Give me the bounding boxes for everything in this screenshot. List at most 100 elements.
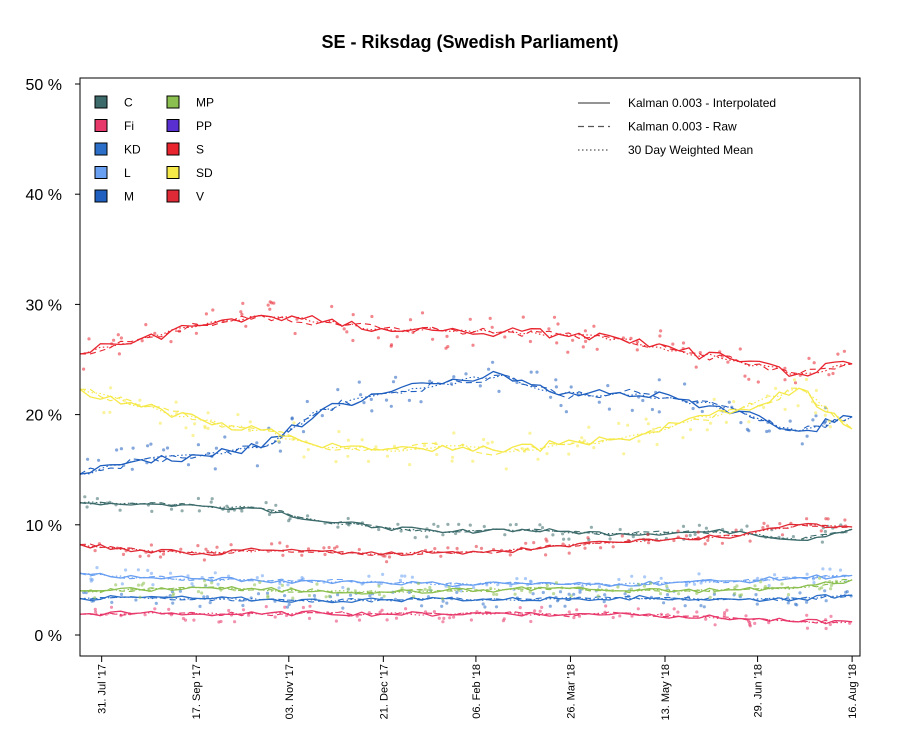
poll-point [109, 386, 113, 390]
poll-point [474, 544, 478, 549]
poll-point [479, 546, 484, 551]
poll-point [380, 608, 384, 612]
poll-point [529, 619, 533, 624]
poll-point [255, 441, 259, 445]
poll-point [312, 594, 317, 598]
poll-point [536, 457, 540, 461]
poll-point [264, 605, 268, 609]
poll-point [266, 303, 270, 307]
poll-point [389, 344, 393, 348]
poll-point [824, 599, 828, 603]
poll-point [396, 522, 400, 526]
poll-point [346, 516, 350, 521]
poll-point [93, 549, 97, 553]
poll-point [756, 380, 760, 384]
poll-point [554, 581, 559, 585]
series-fi [79, 604, 853, 631]
poll-point [241, 603, 245, 608]
poll-point [420, 604, 424, 608]
poll-point [446, 345, 450, 349]
poll-point [569, 594, 573, 598]
poll-point [285, 605, 290, 609]
poll-point [334, 619, 338, 623]
poll-point [804, 377, 809, 382]
legend-label-s: S [196, 143, 204, 157]
poll-point [826, 517, 830, 521]
poll-point [202, 558, 206, 562]
poll-point [412, 594, 416, 599]
poll-point [744, 614, 748, 618]
poll-point [562, 537, 566, 541]
poll-point [630, 408, 634, 412]
poll-point [689, 428, 693, 432]
poll-point [554, 378, 558, 382]
series-mp [79, 576, 853, 601]
poll-point [504, 467, 508, 471]
poll-point [146, 568, 150, 573]
legend-label-l: L [124, 166, 131, 180]
poll-point [171, 594, 175, 598]
y-tick-label: 20 % [26, 408, 62, 425]
poll-point [720, 541, 725, 545]
poll-point [836, 352, 840, 356]
poll-point [535, 370, 539, 374]
poll-point [572, 592, 576, 596]
poll-point [823, 589, 827, 593]
poll-point [754, 593, 758, 597]
poll-point [240, 509, 244, 513]
poll-point [357, 547, 361, 552]
poll-point [827, 419, 832, 423]
poll-point [198, 604, 202, 609]
poll-point [346, 587, 350, 591]
poll-point [109, 605, 114, 609]
legend-swatch-kd [94, 142, 108, 156]
poll-point [617, 577, 621, 582]
poll-point [292, 421, 296, 425]
poll-point [599, 546, 603, 550]
poll-point [165, 446, 170, 450]
poll-point [441, 533, 445, 537]
poll-point [608, 537, 612, 541]
poll-point [149, 543, 153, 547]
poll-point [842, 349, 847, 353]
poll-point [513, 592, 517, 596]
poll-point [676, 529, 680, 533]
poll-point [552, 592, 556, 596]
poll-point [407, 590, 411, 595]
poll-point [419, 400, 423, 404]
poll-point [322, 546, 326, 550]
poll-point [492, 592, 496, 596]
poll-point [647, 541, 651, 545]
poll-point [617, 421, 621, 425]
poll-point [138, 398, 142, 402]
poll-point [563, 604, 567, 608]
poll-point [765, 394, 770, 398]
poll-point [796, 404, 800, 408]
poll-point [518, 606, 522, 610]
chart-title: SE - Riksdag (Swedish Parliament) [321, 32, 618, 52]
poll-point [191, 433, 195, 438]
poll-point [564, 410, 569, 414]
poll-point [196, 590, 201, 594]
series-s-interpolated-line [79, 314, 853, 378]
poll-point [464, 372, 468, 376]
poll-point [400, 574, 404, 578]
poll-point [636, 607, 640, 611]
x-tick-label: 16. Aug '18 [847, 664, 859, 719]
series-v-raw-line [79, 524, 853, 556]
series-mp-raw-line [79, 578, 853, 594]
poll-point [211, 308, 215, 312]
poll-point [416, 581, 421, 586]
poll-point [637, 582, 641, 586]
poll-point [151, 583, 155, 587]
poll-point [149, 571, 154, 576]
poll-point [766, 524, 770, 528]
poll-point [641, 398, 645, 403]
poll-point [603, 593, 607, 597]
legend-label-v: V [196, 190, 204, 204]
poll-point [140, 583, 144, 587]
poll-point [270, 542, 274, 546]
poll-point [265, 591, 270, 595]
poll-point [82, 367, 86, 371]
